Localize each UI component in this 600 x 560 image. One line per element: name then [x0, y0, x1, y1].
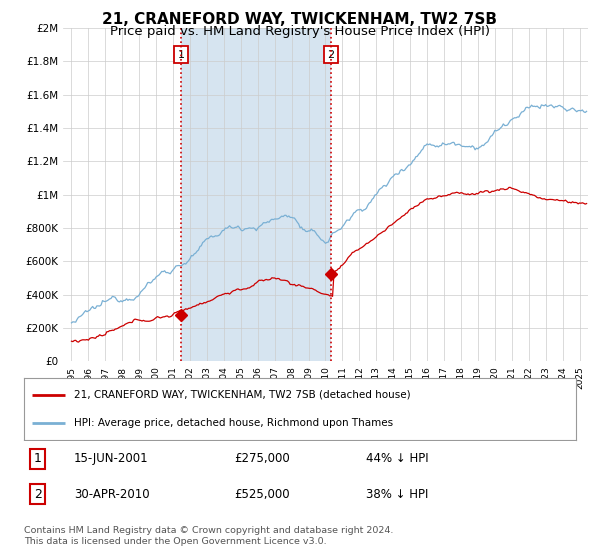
- Text: 21, CRANEFORD WAY, TWICKENHAM, TW2 7SB: 21, CRANEFORD WAY, TWICKENHAM, TW2 7SB: [103, 12, 497, 27]
- Text: 2: 2: [34, 488, 42, 501]
- Text: 21, CRANEFORD WAY, TWICKENHAM, TW2 7SB (detached house): 21, CRANEFORD WAY, TWICKENHAM, TW2 7SB (…: [74, 390, 410, 400]
- Text: £525,000: £525,000: [234, 488, 289, 501]
- Bar: [181, 28, 331, 361]
- Text: 30-APR-2010: 30-APR-2010: [74, 488, 149, 501]
- Text: 15-JUN-2001: 15-JUN-2001: [74, 452, 148, 465]
- Text: 44% ↓ HPI: 44% ↓ HPI: [366, 452, 429, 465]
- Text: 1: 1: [178, 50, 184, 60]
- Text: 38% ↓ HPI: 38% ↓ HPI: [366, 488, 428, 501]
- Text: 2: 2: [328, 50, 335, 60]
- Text: Contains HM Land Registry data © Crown copyright and database right 2024.
This d: Contains HM Land Registry data © Crown c…: [24, 526, 394, 546]
- Text: HPI: Average price, detached house, Richmond upon Thames: HPI: Average price, detached house, Rich…: [74, 418, 393, 428]
- Text: 1: 1: [34, 452, 42, 465]
- Text: Price paid vs. HM Land Registry's House Price Index (HPI): Price paid vs. HM Land Registry's House …: [110, 25, 490, 38]
- Text: £275,000: £275,000: [234, 452, 290, 465]
